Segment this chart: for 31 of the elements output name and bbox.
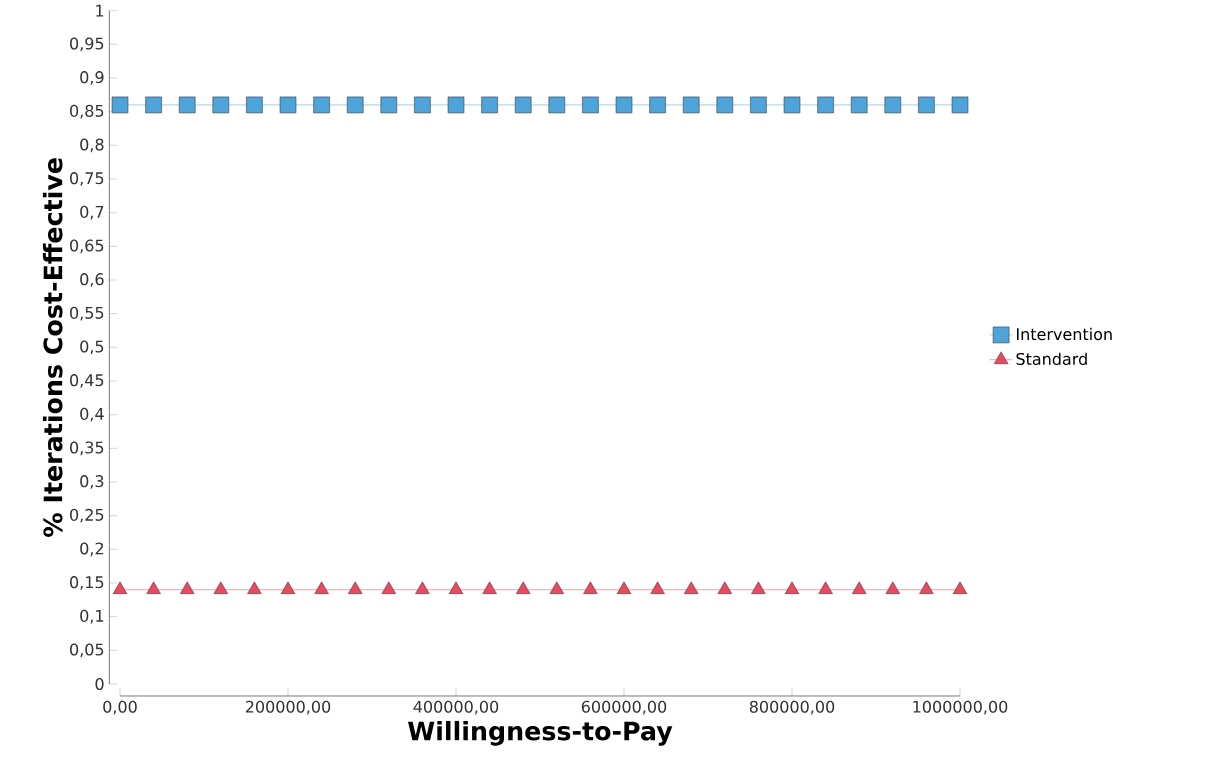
y-tick-label: 0,4 [80, 407, 104, 422]
x-tick-label: 0,00 [103, 700, 137, 715]
y-tick-label: 0,05 [70, 643, 104, 658]
y-tick-label: 0,45 [70, 374, 104, 389]
x-tick-label: 800000,00 [749, 700, 835, 715]
x-axis-title: Willingness-to-Pay [408, 721, 673, 746]
y-tick-label: 1 [96, 4, 104, 17]
x-tick-label: 600000,00 [581, 700, 667, 715]
y-tick-label: 0,75 [70, 172, 104, 187]
y-tick-label: 0,55 [70, 306, 104, 321]
y-tick-label: 0,9 [80, 71, 104, 86]
x-tick-label: 400000,00 [413, 700, 499, 715]
y-tick-label: 0,1 [80, 609, 104, 624]
y-tick-label: 0,6 [80, 273, 104, 288]
y-tick-label: 0 [95, 678, 104, 691]
y-tick-label: 0,95 [70, 37, 104, 52]
y-tick-label: 0,85 [70, 104, 104, 119]
legend-label: Standard [1016, 352, 1087, 366]
y-tick-label: 0,25 [70, 508, 104, 523]
y-tick-label: 0,65 [70, 239, 104, 254]
x-tick-label: 1000000,00 [913, 700, 1008, 715]
y-tick-label: 0,7 [80, 205, 104, 220]
y-tick-label: 0,8 [80, 138, 104, 153]
y-tick-label: 0,3 [80, 475, 104, 490]
y-tick-label: 0,35 [70, 441, 104, 456]
y-tick-label: 0,15 [70, 576, 104, 591]
y-tick-label: 0,2 [80, 542, 104, 557]
legend-label: Intervention [1017, 328, 1112, 341]
x-tick-label: 200000,00 [245, 700, 331, 715]
y-tick-label: 0,5 [80, 340, 104, 355]
y-axis-title: % Iterations Cost-Effective [42, 158, 63, 538]
